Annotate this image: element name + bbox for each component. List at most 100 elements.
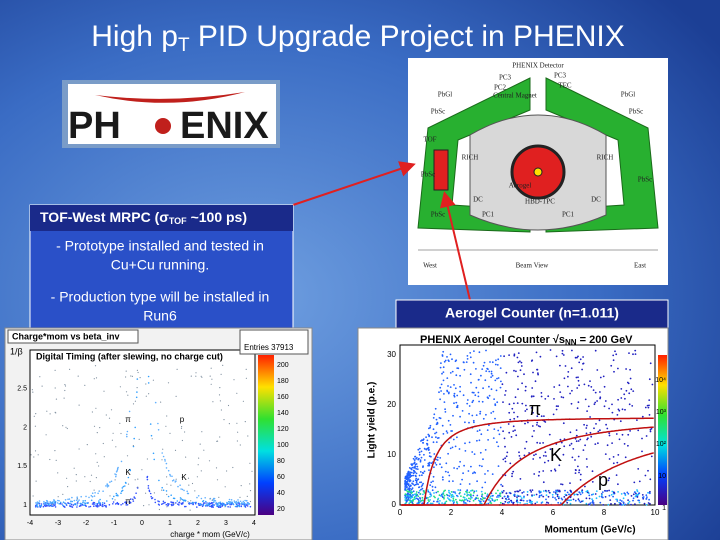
scatter-dot: [460, 499, 463, 502]
scatter-dot: [96, 503, 99, 505]
scatter-dot: [591, 470, 594, 473]
scatter-dot: [468, 421, 470, 424]
scatter-dot: [434, 432, 436, 435]
scatter-dot: [405, 477, 407, 480]
scatter-dot: [102, 490, 104, 493]
scatter-dot: [161, 459, 163, 461]
scatter-dot: [620, 504, 623, 506]
scatter-dot: [516, 498, 519, 500]
scatter-dot: [591, 498, 593, 501]
scatter-dot: [43, 504, 46, 507]
scatter-dot: [221, 505, 223, 507]
scatter-dot: [439, 457, 442, 459]
scatter-dot: [611, 442, 613, 444]
scatter-dot: [521, 492, 524, 494]
scatter-dot: [481, 400, 484, 403]
scale-label: 10⁴: [655, 377, 666, 384]
scatter-dot: [641, 415, 644, 418]
scatter-dot: [556, 490, 559, 493]
scatter-dot: [435, 441, 438, 443]
scatter-dot: [487, 397, 490, 400]
scatter-dot: [648, 404, 650, 407]
scatter-dot: [481, 493, 484, 496]
scatter-dot: [425, 497, 428, 500]
scatter-dot: [534, 502, 537, 505]
scatter-dot: [57, 472, 59, 474]
scatter-dot: [586, 438, 588, 441]
scatter-dot: [516, 494, 519, 497]
scatter-dot: [507, 423, 510, 425]
scatter-dot: [93, 378, 95, 380]
scatter-dot: [484, 492, 487, 495]
scatter-dot: [234, 505, 237, 508]
scatter-dot: [632, 497, 635, 500]
scatter-dot: [56, 502, 59, 504]
scatter-dot: [625, 389, 628, 392]
scatter-dot: [517, 388, 519, 391]
scatter-dot: [623, 443, 626, 445]
scatter-dot: [77, 502, 79, 504]
scatter-dot: [615, 353, 618, 356]
scatter-dot: [535, 493, 538, 496]
scatter-dot: [162, 455, 165, 458]
scatter-dot: [38, 500, 41, 502]
scatter-dot: [490, 388, 493, 391]
scatter-dot: [415, 457, 417, 460]
scatter-dot: [515, 434, 518, 437]
scatter-dot: [649, 430, 652, 433]
scatter-dot: [517, 375, 519, 378]
scatter-dot: [409, 471, 412, 474]
scatter-dot: [158, 504, 161, 506]
scatter-dot: [84, 476, 86, 478]
scatter-dot: [463, 464, 465, 467]
scatter-dot: [544, 451, 547, 454]
x-tick-label: 2: [196, 520, 200, 527]
scatter-dot: [126, 504, 129, 506]
tof-item-line: Cu+Cu running.: [111, 257, 209, 273]
scatter-dot: [45, 434, 47, 436]
scatter-dot: [537, 474, 540, 477]
scatter-dot: [514, 490, 516, 493]
scatter-dot: [417, 495, 420, 498]
scatter-dot: [41, 385, 43, 387]
scatter-dot: [509, 418, 512, 421]
scatter-dot: [482, 417, 485, 420]
scatter-dot: [115, 492, 118, 495]
scatter-dot: [571, 389, 573, 392]
scatter-dot: [91, 503, 94, 505]
scatter-dot: [595, 490, 598, 492]
scatter-dot: [33, 415, 35, 417]
scatter-dot: [649, 362, 652, 365]
scale-label: 200: [277, 362, 289, 369]
scatter-dot: [540, 395, 543, 398]
scatter-dot: [110, 409, 113, 411]
scatter-dot: [645, 498, 648, 500]
scatter-dot: [61, 503, 63, 505]
particle-label: π: [529, 399, 541, 419]
scatter-dot: [410, 471, 413, 474]
scatter-dot: [170, 494, 172, 497]
scatter-dot: [612, 354, 615, 357]
scatter-dot: [627, 444, 629, 447]
scatter-dot: [559, 364, 561, 367]
scatter-dot: [524, 410, 527, 412]
scatter-dot: [616, 461, 619, 464]
scatter-dot: [579, 479, 582, 481]
scatter-dot: [611, 490, 614, 493]
scatter-dot: [217, 504, 220, 506]
scatter-dot: [522, 499, 525, 502]
detector-label: PbSc: [629, 108, 643, 116]
scatter-dot: [513, 353, 516, 356]
scatter-dot: [154, 401, 157, 404]
scatter-dot: [490, 412, 493, 414]
scatter-dot: [538, 491, 541, 494]
scatter-dot: [504, 500, 507, 503]
scatter-dot: [624, 408, 626, 411]
scatter-dot: [608, 407, 610, 410]
scatter-dot: [567, 499, 569, 501]
scatter-dot: [444, 411, 447, 413]
scatter-dot: [455, 374, 458, 377]
scatter-dot: [578, 491, 581, 494]
scatter-dot: [628, 352, 630, 354]
scatter-dot: [478, 429, 481, 432]
